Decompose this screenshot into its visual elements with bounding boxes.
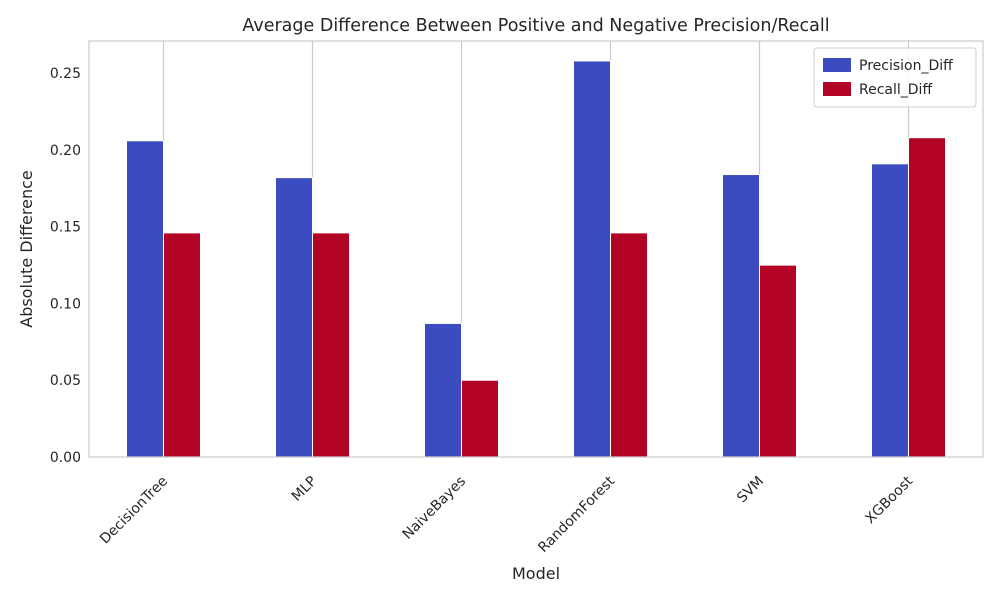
bar-recall-diff xyxy=(461,379,499,458)
legend: Precision_Diff Recall_Diff xyxy=(813,47,977,108)
y-tick-label: 0.25 xyxy=(50,66,81,82)
x-axis-label: Model xyxy=(512,564,560,583)
bar-precision-diff xyxy=(126,140,164,458)
bar-recall-diff xyxy=(610,232,648,458)
legend-box xyxy=(813,47,977,108)
x-tick-label: NaiveBayes xyxy=(400,473,469,542)
legend-label: Precision_Diff xyxy=(859,58,953,74)
y-tick-label: 0.05 xyxy=(50,373,81,389)
y-tick-label: 0.20 xyxy=(50,143,81,159)
y-tick-label: 0.15 xyxy=(50,220,81,236)
x-tick-label: DecisionTree xyxy=(97,473,171,547)
legend-label: Recall_Diff xyxy=(859,82,932,98)
plot-frame xyxy=(88,40,984,458)
bar-precision-diff xyxy=(722,174,760,458)
bar-precision-diff xyxy=(871,163,909,458)
x-tick-label: MLP xyxy=(289,473,320,504)
y-axis-label: Absolute Difference xyxy=(17,170,36,328)
x-tick-label: XGBoost xyxy=(862,473,916,527)
bar-recall-diff xyxy=(759,264,797,458)
y-tick-label: 0.10 xyxy=(50,296,81,312)
bar-precision-diff xyxy=(573,60,611,458)
bar-recall-diff xyxy=(163,232,201,458)
chart-title: Average Difference Between Positive and … xyxy=(242,16,829,36)
bars xyxy=(126,60,946,458)
bar-recall-diff xyxy=(312,232,350,458)
legend-swatch xyxy=(823,58,851,72)
bar-precision-diff xyxy=(424,322,462,458)
x-tick-label: RandomForest xyxy=(535,473,618,556)
legend-swatch xyxy=(823,82,851,96)
bar-precision-diff xyxy=(275,177,313,458)
x-tick-label: SVM xyxy=(734,473,767,506)
y-tick-label: 0.00 xyxy=(50,450,81,466)
bar-recall-diff xyxy=(908,137,946,458)
